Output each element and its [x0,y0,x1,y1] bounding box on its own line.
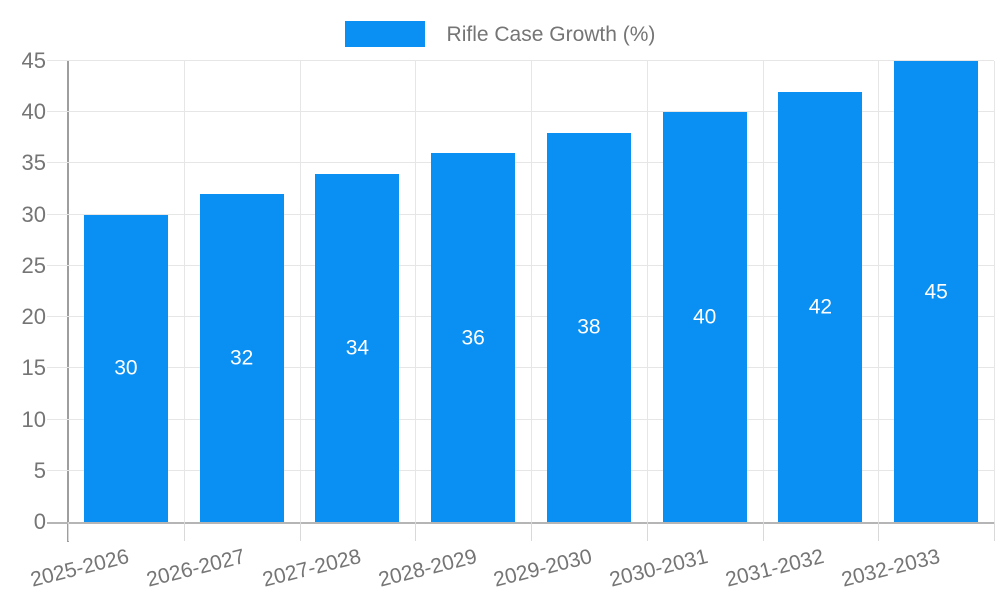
y-tick-label: 0 [33,509,46,534]
legend: Rifle Case Growth (%) [0,21,1000,47]
bar[interactable]: 34 [315,173,400,522]
bar-value-label: 38 [577,315,601,339]
x-tick-mark [994,522,995,541]
bar[interactable]: 45 [894,61,979,522]
x-tick-label-text: 2030-2031 [607,544,711,592]
bar-value-label: 32 [229,346,254,370]
v-gridline [531,61,532,522]
y-tick-label: 25 [21,252,46,278]
y-tick-label: 45 [21,48,46,73]
y-tick-label: 35 [21,150,46,176]
plot-area: 30 32 34 36 38 40 42 45 [47,60,995,541]
y-axis-labels: 0 5 10 15 20 25 30 35 40 45 [0,50,46,533]
h-gridline [47,264,994,266]
bar[interactable]: 30 [83,214,168,522]
x-tick-label-text: 2029-2030 [491,544,595,592]
bar-value-label: 30 [114,356,138,380]
h-gridline [47,469,994,471]
x-tick-label-text: 2025-2026 [28,544,132,592]
h-gridline [47,111,994,113]
y-tick-label: 5 [33,457,46,483]
bar-value-label: 40 [692,305,717,329]
x-tick-label-text: 2026-2027 [144,544,248,592]
v-gridline [299,61,301,522]
x-tick-label-text: 2032-2033 [838,544,942,592]
y-tick-label: 10 [21,406,46,432]
v-gridline [762,61,764,522]
bar[interactable]: 38 [546,132,631,522]
y-axis-line [67,61,69,542]
x-axis-line [47,522,994,524]
x-tick-mark [68,522,69,541]
v-gridline [183,61,185,522]
h-gridline [47,367,994,369]
x-tick-label-text: 2031-2032 [723,544,827,592]
y-tick-label: 15 [21,355,46,381]
v-gridline [878,61,880,522]
x-tick-mark [415,522,417,541]
x-tick-mark [646,522,648,541]
bar-value-label: 36 [461,326,485,350]
h-gridline [47,213,994,215]
y-tick-label: 20 [21,304,46,330]
v-gridline [646,61,648,522]
x-tick-label-text: 2027-2028 [260,544,364,592]
v-gridline [415,61,417,522]
legend-swatch-icon [344,21,425,47]
x-tick-label-text: 2028-2029 [375,544,479,592]
x-tick-mark [531,522,532,541]
bar[interactable]: 42 [778,91,863,522]
h-gridline [47,418,994,420]
y-tick-label: 40 [21,99,46,125]
x-tick-mark [299,522,301,541]
legend-item[interactable]: Rifle Case Growth (%) [344,21,656,47]
h-gridline [47,60,994,61]
x-axis-labels: 2025-2026 2026-2027 2027-2028 2028-2029 2029… [29,544,994,600]
bar-value-label: 45 [924,280,948,303]
x-tick-mark [762,522,764,541]
bar[interactable]: 32 [199,194,284,522]
y-tick-label: 30 [21,201,46,227]
h-gridline [47,316,994,318]
bar[interactable]: 36 [431,153,516,522]
bar[interactable]: 40 [662,112,747,522]
v-gridline [994,61,995,522]
x-tick-mark [183,522,185,541]
bar-value-label: 34 [345,336,370,360]
x-tick-mark [878,522,880,541]
legend-label: Rifle Case Growth (%) [446,22,656,46]
bar-value-label: 42 [808,295,833,319]
h-gridline [47,162,994,164]
